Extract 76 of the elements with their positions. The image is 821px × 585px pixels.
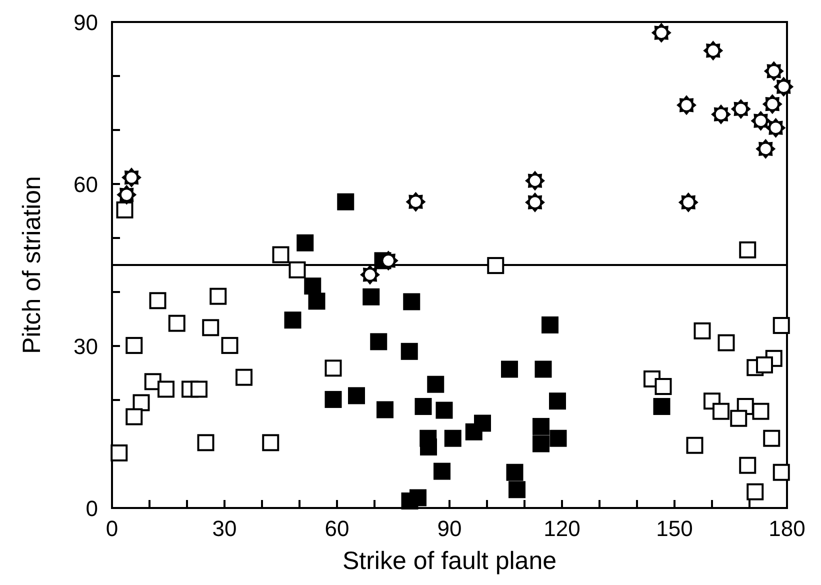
point — [324, 360, 342, 377]
point — [501, 360, 518, 378]
point — [756, 356, 773, 374]
point — [400, 342, 418, 360]
point — [712, 402, 730, 420]
point — [506, 464, 524, 481]
point — [132, 394, 150, 412]
point — [304, 278, 322, 295]
y-tick-label: 90 — [74, 10, 98, 35]
point — [221, 336, 238, 354]
point — [739, 456, 756, 474]
point — [272, 246, 290, 264]
point — [654, 378, 672, 395]
point — [324, 390, 342, 408]
point — [746, 483, 764, 500]
x-tick-label: 180 — [768, 516, 806, 541]
point — [126, 408, 143, 426]
point — [236, 368, 252, 386]
point — [110, 444, 128, 462]
point — [752, 402, 770, 420]
point — [763, 430, 780, 447]
x-tick-label: 0 — [106, 516, 118, 541]
point — [694, 322, 711, 340]
point — [262, 434, 280, 452]
point — [420, 438, 437, 456]
point — [772, 464, 790, 481]
point — [284, 312, 302, 329]
point — [168, 314, 186, 332]
point — [126, 336, 143, 354]
point — [376, 401, 394, 418]
x-axis-title: Strike of fault plane — [342, 547, 557, 575]
point — [337, 193, 354, 210]
x-tick-label: 30 — [212, 516, 237, 541]
point — [542, 316, 558, 334]
point — [534, 360, 552, 378]
y-tick-label: 60 — [74, 172, 98, 197]
x-tick-label: 60 — [324, 516, 350, 541]
point — [308, 292, 326, 310]
point — [532, 435, 550, 452]
point — [686, 436, 704, 454]
point — [116, 201, 134, 218]
x-tick-label: 120 — [544, 516, 580, 541]
point — [444, 430, 462, 447]
point — [549, 392, 566, 410]
point — [427, 376, 444, 393]
point — [210, 288, 227, 305]
y-tick-label: 0 — [86, 496, 98, 521]
point — [730, 410, 748, 427]
point — [718, 334, 735, 352]
point — [190, 380, 208, 398]
point — [434, 462, 450, 480]
point — [401, 492, 418, 510]
point — [362, 288, 380, 306]
point — [550, 430, 567, 447]
point — [197, 434, 214, 452]
y-tick-label: 30 — [74, 334, 98, 359]
point — [202, 319, 220, 336]
point — [348, 387, 365, 404]
point — [296, 234, 314, 252]
y-axis-title: Pitch of striation — [18, 176, 46, 354]
x-tick-label: 90 — [437, 516, 462, 541]
point — [403, 293, 420, 310]
point — [149, 292, 166, 310]
point — [158, 380, 174, 398]
x-tick-label: 150 — [656, 516, 693, 541]
point — [288, 261, 306, 278]
point — [465, 423, 482, 440]
point — [414, 398, 432, 415]
point — [739, 241, 756, 258]
point — [653, 398, 670, 415]
point — [508, 481, 526, 498]
point — [772, 316, 790, 334]
point — [487, 257, 504, 274]
point — [532, 418, 550, 435]
point — [370, 333, 388, 350]
point — [436, 402, 453, 419]
